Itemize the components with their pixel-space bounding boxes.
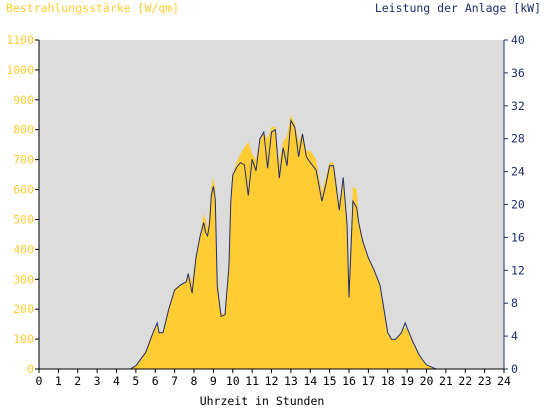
y-left-tick-label: 1100: [6, 33, 34, 47]
x-tick-label: 22: [458, 374, 472, 388]
power-line: [39, 119, 504, 370]
x-axis-label: Uhrzeit in Stunden: [200, 394, 325, 408]
y-right-tick-label: 24: [511, 165, 525, 179]
x-tick-label: 16: [342, 374, 356, 388]
x-tick-label: 9: [210, 374, 217, 388]
x-tick-label: 4: [113, 374, 120, 388]
y-left-tick-label: 300: [13, 272, 34, 286]
y-left-tick-label: 0: [27, 362, 34, 376]
y-left-tick-label: 600: [13, 183, 34, 197]
x-tick-label: 23: [478, 374, 492, 388]
y-left-tick-label: 500: [13, 212, 34, 226]
irradiance-area: [39, 114, 504, 369]
y-right-tick-label: 36: [511, 66, 525, 80]
x-tick-label: 21: [439, 374, 453, 388]
y-right-tick-label: 40: [511, 33, 525, 47]
y-left-tick-label: 200: [13, 302, 34, 316]
x-tick-label: 18: [381, 374, 395, 388]
x-tick-label: 1: [55, 374, 62, 388]
left-axis-title: Bestrahlungsstärke [W/qm]: [6, 1, 179, 15]
y-left-tick-label: 1000: [6, 63, 34, 77]
y-left-tick-label: 100: [13, 332, 34, 346]
y-left-tick-label: 400: [13, 242, 34, 256]
y-right-tick-label: 0: [511, 362, 518, 376]
x-tick-label: 13: [284, 374, 298, 388]
x-tick-label: 17: [361, 374, 375, 388]
y-right-tick-label: 12: [511, 263, 525, 277]
x-tick-label: 15: [323, 374, 337, 388]
x-tick-label: 14: [303, 374, 317, 388]
x-tick-label: 19: [400, 374, 414, 388]
axes-layer: 0 1 2 3 4 5 6 7 8 9 10 11 12 13 14 15 16 17 18 19 20 21 22 23 24…: [6, 33, 525, 388]
series-layer: [39, 114, 504, 370]
y-right-tick-label: 32: [511, 99, 525, 113]
y-right-tick-label: 28: [511, 132, 525, 146]
x-tick-label: 2: [74, 374, 81, 388]
x-tick-label: 24: [497, 374, 511, 388]
y-left-tick-label: 800: [13, 123, 34, 137]
y-left-tick-label: 700: [13, 153, 34, 167]
x-tick-label: 10: [226, 374, 240, 388]
y-right-tick-label: 20: [511, 198, 525, 212]
x-tick-label: 5: [132, 374, 139, 388]
x-tick-label: 6: [152, 374, 159, 388]
y-right-tick-label: 8: [511, 296, 518, 310]
x-tick-label: 12: [265, 374, 279, 388]
x-tick-label: 0: [36, 374, 43, 388]
x-tick-label: 8: [191, 374, 198, 388]
x-tick-label: 3: [94, 374, 101, 388]
x-tick-label: 20: [420, 374, 434, 388]
x-tick-label: 11: [245, 374, 259, 388]
x-tick-label: 7: [171, 374, 178, 388]
right-axis-title: Leistung der Anlage [kW]: [375, 1, 541, 15]
y-right-tick-label: 16: [511, 230, 525, 244]
y-right-tick-label: 4: [511, 329, 518, 343]
y-left-tick-label: 900: [13, 93, 34, 107]
